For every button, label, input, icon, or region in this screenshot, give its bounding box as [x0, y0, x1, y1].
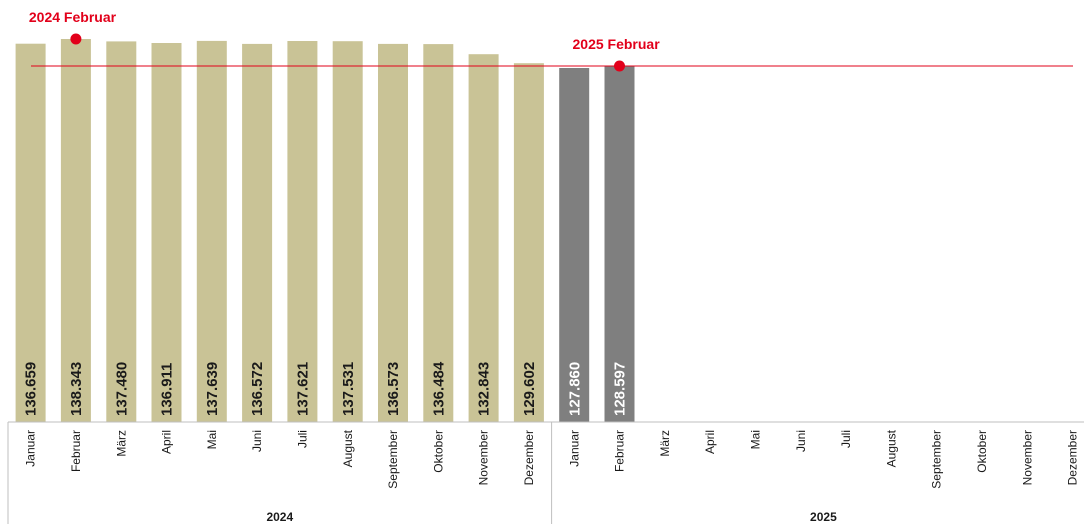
bar-value-label: 127.860	[566, 362, 583, 416]
bar-2024-september	[378, 43, 408, 423]
month-tick-label: April	[160, 430, 174, 454]
bar-2025-januar	[559, 68, 590, 422]
bar-value-label: 136.659	[23, 362, 40, 416]
bar-2024-oktober	[423, 44, 454, 422]
month-tick-label: Januar	[24, 430, 38, 467]
bar-2024-januar	[15, 43, 46, 422]
month-tick-label: Dezember	[522, 430, 536, 485]
month-tick-label: November	[1020, 430, 1034, 485]
bar-value-label: 128.597	[612, 362, 629, 416]
month-tick-label: August	[341, 429, 355, 467]
annotation-marker	[70, 33, 82, 45]
bar-2024-november	[468, 54, 499, 422]
bar-2024-juli	[287, 41, 318, 422]
bar-2025-februar	[604, 66, 635, 422]
annotation-label: 2025 Februar	[573, 36, 661, 52]
month-tick-label: März	[114, 430, 128, 457]
month-tick-label: Juli	[295, 430, 309, 448]
month-tick-label: April	[703, 430, 717, 454]
bar-2024-märz	[106, 41, 137, 423]
bar-2024-april	[151, 43, 182, 422]
bars-layer: 136.659 138.343 137.480 136.911 137.639 136.5…	[15, 39, 635, 423]
month-tick-label: März	[658, 430, 672, 457]
month-tick-label: August	[884, 429, 898, 467]
month-tick-label: Januar	[567, 430, 581, 467]
bar-value-label: 136.573	[385, 362, 402, 416]
bar-value-label: 137.480	[113, 362, 130, 416]
month-tick-label: Juni	[794, 430, 808, 452]
month-tick-label: Oktober	[975, 430, 989, 473]
annotation-layer: 2024 Februar 2025 Februar	[29, 9, 1073, 72]
year-label-2024: 2024	[266, 510, 293, 524]
month-tick-label: November	[477, 430, 491, 485]
bar-value-label: 137.621	[294, 362, 311, 416]
bar-2024-mai	[196, 40, 227, 423]
bar-value-label: 136.484	[430, 361, 447, 416]
bar-2024-august	[332, 41, 363, 422]
month-tick-label: Juni	[250, 430, 264, 452]
annotation-marker	[614, 60, 625, 72]
annotation-label: 2024 Februar	[29, 9, 117, 25]
axis-layer: Januar Februar März April Mai Juni Juli August S…	[7, 421, 1084, 524]
year-label-2025: 2025	[810, 510, 837, 524]
month-tick-label: September	[930, 430, 944, 489]
bar-value-label: 137.639	[204, 362, 221, 416]
month-tick-label: Oktober	[431, 430, 445, 473]
month-tick-label: Februar	[613, 430, 627, 472]
bar-value-label: 137.531	[340, 362, 357, 416]
bar-value-label: 132.843	[476, 362, 493, 416]
month-tick-label: Mai	[205, 430, 219, 449]
bar-value-label: 136.572	[249, 362, 266, 416]
bar-2024-juni	[242, 43, 273, 423]
month-tick-label: Juli	[839, 430, 853, 448]
bar-2024-februar	[60, 39, 91, 422]
month-tick-label: Mai	[748, 430, 762, 449]
bar-2024-dezember	[513, 63, 544, 422]
month-tick-label: September	[386, 430, 400, 489]
bar-value-label: 136.911	[159, 363, 176, 416]
bar-value-label: 138.343	[68, 362, 85, 416]
month-tick-label: Dezember	[1066, 430, 1080, 485]
month-tick-label: Februar	[69, 430, 83, 472]
bar-value-label: 129.602	[521, 362, 538, 416]
